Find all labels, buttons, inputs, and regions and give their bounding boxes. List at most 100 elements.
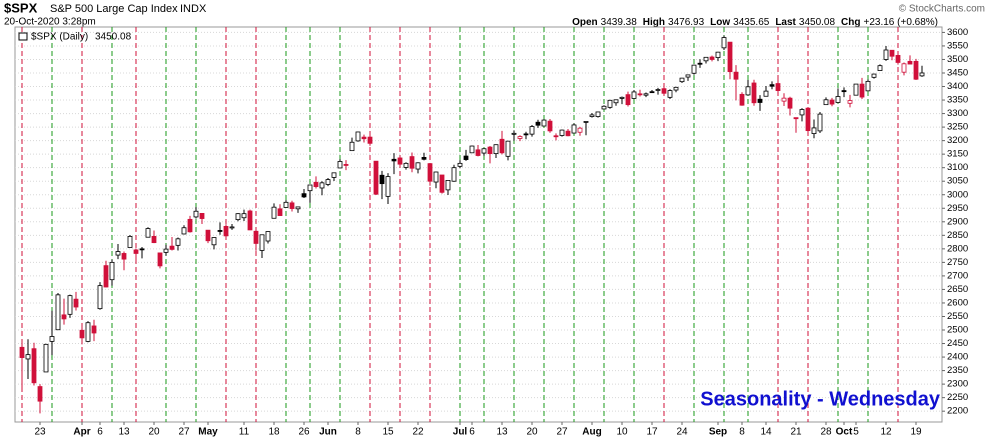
- candle-body: [883, 49, 889, 60]
- candle-body: [157, 252, 163, 267]
- candle-body: [109, 261, 115, 281]
- candle-body: [385, 176, 391, 197]
- candle-body: [367, 136, 373, 144]
- candle-body: [529, 126, 535, 135]
- y-tick-label: 2300: [947, 379, 968, 390]
- candle-body: [361, 136, 367, 140]
- x-tick-label: Apr: [73, 427, 90, 438]
- candle-body: [163, 248, 169, 253]
- candle-body: [535, 121, 541, 126]
- candle-body: [85, 322, 91, 342]
- candle-body: [823, 99, 829, 106]
- y-tick-label: 3000: [947, 189, 968, 200]
- candle-body: [247, 210, 253, 231]
- candle-body: [19, 346, 25, 359]
- date: 20-Oct-2020 3:28pm: [4, 17, 96, 28]
- y-tick-label: 3300: [947, 108, 968, 119]
- candle-body: [265, 231, 271, 242]
- candle-body: [703, 56, 709, 62]
- x-tick-label: 6: [469, 427, 475, 438]
- x-tick-label: 23: [34, 427, 46, 438]
- x-tick-label: 26: [298, 427, 310, 438]
- candle-body: [463, 155, 469, 160]
- candle-body: [637, 93, 643, 96]
- candle-body: [625, 94, 631, 106]
- y-tick-label: 3100: [947, 162, 968, 173]
- candle-body: [661, 88, 667, 94]
- x-tick-label: 10: [616, 427, 628, 438]
- candle-body: [613, 99, 619, 104]
- candle-body: [619, 96, 625, 99]
- candle-body: [373, 160, 379, 195]
- x-tick-label: Oct: [836, 427, 853, 438]
- quote-label: Low: [710, 17, 730, 28]
- annotation: Seasonality - Wednesday: [700, 388, 941, 410]
- candle-body: [709, 56, 715, 60]
- x-tick-label: 13: [496, 427, 508, 438]
- candle-body: [313, 181, 319, 188]
- candle-body: [835, 96, 841, 103]
- candle-body: [121, 253, 127, 260]
- x-tick-label: 19: [910, 427, 922, 438]
- x-tick-label: 17: [646, 427, 658, 438]
- candle-body: [847, 100, 853, 104]
- x-tick-label: Sep: [709, 427, 727, 438]
- y-tick-label: 3050: [947, 176, 968, 187]
- x-tick-label: 14: [760, 427, 772, 438]
- candle-body: [331, 172, 337, 178]
- candle-body: [541, 119, 547, 127]
- x-tick-label: Jun: [319, 427, 337, 438]
- candle-body: [433, 171, 439, 183]
- candle-body: [523, 133, 529, 136]
- candle-body: [679, 77, 685, 83]
- candle-body: [517, 136, 523, 139]
- candle-body: [631, 91, 637, 99]
- candle-body: [787, 97, 793, 109]
- candle-body: [235, 213, 241, 221]
- y-tick-label: 2650: [947, 284, 968, 295]
- candle-body: [205, 229, 211, 242]
- candle-body: [97, 285, 103, 310]
- candle-body: [55, 294, 61, 331]
- x-tick-label: 27: [556, 427, 568, 438]
- candle-body: [283, 201, 289, 208]
- candle-body: [889, 49, 895, 57]
- candle-body: [319, 182, 325, 189]
- candle-body: [289, 202, 295, 209]
- candle-body: [805, 107, 811, 132]
- exchange: INDX: [180, 3, 207, 15]
- candle-body: [61, 314, 67, 320]
- y-tick-label: 3150: [947, 149, 968, 160]
- candle-body: [31, 348, 37, 384]
- copyright: © StockCharts.com: [899, 4, 985, 15]
- candle-body: [451, 167, 457, 182]
- candle-body: [187, 218, 193, 233]
- candle-body: [223, 225, 229, 237]
- quote-label: Open: [572, 17, 598, 28]
- y-tick-label: 2400: [947, 352, 968, 363]
- candle-body: [673, 86, 679, 91]
- candle-body: [169, 245, 175, 250]
- y-tick-label: 2350: [947, 365, 968, 376]
- y-tick-label: 2200: [947, 406, 968, 417]
- candle-body: [217, 230, 223, 232]
- candle-body: [271, 206, 277, 219]
- candle-body: [781, 97, 787, 102]
- candle-body: [199, 213, 205, 219]
- quote-label: High: [643, 17, 665, 28]
- candle-body: [775, 83, 781, 91]
- candle-body: [307, 184, 313, 192]
- candle-body: [67, 295, 73, 315]
- x-tick-label: 28: [820, 427, 832, 438]
- candle-body: [349, 141, 355, 152]
- y-tick-label: 3550: [947, 40, 968, 51]
- candle-body: [391, 158, 397, 162]
- y-tick-label: 3200: [947, 135, 968, 146]
- candle-body: [871, 73, 877, 78]
- x-tick-label: 20: [148, 427, 160, 438]
- candle-body: [739, 93, 745, 106]
- index-name: S&P 500 Large Cap Index: [50, 3, 178, 15]
- candle-body: [25, 354, 31, 360]
- x-tick-label: 24: [676, 427, 688, 438]
- y-tick-label: 2750: [947, 257, 968, 268]
